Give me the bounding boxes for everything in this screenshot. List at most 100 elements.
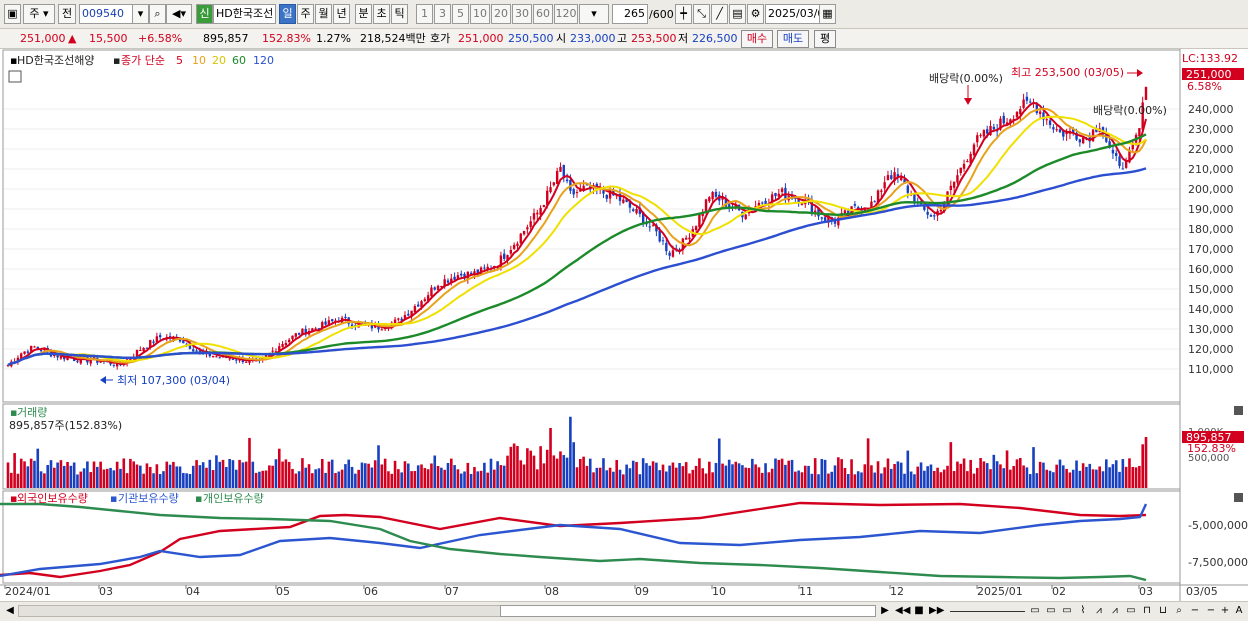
volume-bar: [1071, 469, 1075, 488]
interval-20-button[interactable]: 20: [491, 4, 511, 24]
interval-3-button[interactable]: 3: [434, 4, 451, 24]
volume-bar: [582, 456, 585, 488]
x-axis-label: 09: [635, 585, 649, 598]
drawing-icon-4[interactable]: ▭: [1126, 605, 1136, 616]
low-price: 226,500: [692, 32, 738, 45]
scroll-right-icon[interactable]: ▶: [881, 605, 889, 616]
crosshair-icon[interactable]: ⤡: [693, 4, 710, 24]
volume-close-icon[interactable]: [1234, 406, 1243, 415]
candle-body: [1019, 109, 1022, 115]
volume-bar: [760, 472, 764, 488]
volume-last-tag: [1182, 431, 1244, 443]
sell-button[interactable]: 매도: [777, 30, 809, 48]
interval-1-button[interactable]: 1: [416, 4, 433, 24]
stock-code-input[interactable]: 009540: [79, 4, 137, 24]
drawing-icon-2[interactable]: ⩘: [1096, 605, 1102, 616]
magnifier-icon[interactable]: ⌕: [1176, 605, 1182, 616]
average-button[interactable]: 평: [814, 30, 836, 48]
period-week-button[interactable]: 주: [297, 4, 314, 24]
drawing-icon-1[interactable]: ⌇: [1080, 605, 1086, 616]
fast-forward-icon[interactable]: ▶▶: [929, 605, 945, 616]
interval-60-button[interactable]: 60: [533, 4, 553, 24]
candle-body: [503, 253, 506, 259]
panel-menu-icon[interactable]: [8, 70, 22, 83]
window-menu-icon[interactable]: ▣: [4, 4, 21, 24]
period-tick-button[interactable]: 틱: [391, 4, 408, 24]
scroll-thumb[interactable]: [500, 605, 876, 617]
minus-icon[interactable]: −: [1206, 605, 1216, 616]
mode-select[interactable]: 주 ▾: [23, 4, 55, 24]
date-input[interactable]: 2025/03/05: [765, 4, 835, 24]
layout-icon-2[interactable]: ▭: [1046, 605, 1056, 616]
drawing-icon-5[interactable]: ⊓: [1143, 605, 1151, 616]
draw-tool-icon[interactable]: ╱: [711, 4, 728, 24]
drawing-icon-3[interactable]: ⩘: [1112, 605, 1118, 616]
candle-body: [446, 280, 450, 283]
candle-body: [182, 340, 185, 344]
candle-body: [192, 349, 195, 352]
rewind-icon[interactable]: ◀◀: [895, 605, 911, 616]
volume-bar: [201, 462, 205, 488]
period-minute-button[interactable]: 분: [355, 4, 372, 24]
volume-bar: [46, 465, 49, 488]
code-dropdown-icon[interactable]: ▾: [132, 4, 149, 24]
candle-body: [913, 194, 916, 204]
period-second-button[interactable]: 초: [373, 4, 390, 24]
sound-icon[interactable]: ◀▾: [166, 4, 192, 24]
volume-bar: [340, 469, 344, 488]
candle-body: [671, 250, 675, 257]
gear-icon[interactable]: ⚙: [747, 4, 764, 24]
layout-icon-1[interactable]: ▭: [1030, 605, 1040, 616]
candle-type-icon[interactable]: ┿: [675, 4, 692, 24]
holding-close-icon[interactable]: [1234, 493, 1243, 502]
holding-legend-institution[interactable]: 기관보유수량: [118, 492, 179, 505]
volume-bar: [1105, 459, 1108, 488]
volume-bar: [102, 469, 106, 488]
save-icon[interactable]: ▤: [729, 4, 746, 24]
search-icon[interactable]: ⌕: [149, 4, 166, 24]
volume-bar: [383, 458, 387, 488]
volume-bar: [476, 471, 480, 488]
interval-dropdown[interactable]: ▾: [579, 4, 609, 24]
legend-stock-name[interactable]: HD한국조선해양: [17, 53, 94, 67]
zoom-out-icon[interactable]: −: [1190, 605, 1200, 616]
volume-bar: [430, 463, 433, 488]
legend-ma-type[interactable]: 종가 단순: [121, 54, 165, 67]
volume-bar: [440, 467, 443, 488]
holding-panel[interactable]: [2, 490, 1181, 584]
candle-body: [605, 195, 608, 199]
layout-icon-3[interactable]: ▭: [1062, 605, 1072, 616]
prev-button[interactable]: 전: [58, 4, 76, 24]
period-month-button[interactable]: 월: [315, 4, 332, 24]
drawing-icon-6[interactable]: ⊔: [1159, 605, 1167, 616]
volume-title[interactable]: 거래량: [17, 406, 47, 419]
candle-body: [330, 319, 334, 322]
volume-bar: [29, 458, 33, 488]
interval-30-button[interactable]: 30: [512, 4, 532, 24]
zoom-slider-track[interactable]: [950, 611, 1025, 612]
stop-icon[interactable]: ■: [914, 605, 924, 616]
volume-bar: [562, 455, 566, 488]
interval-5-button[interactable]: 5: [452, 4, 469, 24]
volume-bar: [754, 464, 757, 488]
candle-body: [797, 197, 800, 204]
volume-bar: [674, 467, 678, 488]
volume-bar: [1002, 468, 1006, 488]
volume-bar: [962, 458, 966, 488]
candle-body: [522, 230, 526, 235]
scroll-left-icon[interactable]: ◀: [6, 605, 14, 616]
interval-120-button[interactable]: 120: [554, 4, 578, 24]
count-input[interactable]: 265: [612, 4, 648, 24]
period-day-button[interactable]: 일: [279, 4, 296, 24]
volume-bar: [638, 474, 642, 488]
period-year-button[interactable]: 년: [333, 4, 350, 24]
font-size-icon[interactable]: A: [1235, 605, 1243, 616]
interval-10-button[interactable]: 10: [470, 4, 490, 24]
plus-icon[interactable]: +: [1220, 605, 1230, 616]
chart-area[interactable]: 240,000 230,000 220,000 210,000 200,000 190,0…: [0, 49, 1248, 601]
buy-button[interactable]: 매수: [741, 30, 773, 48]
candle-body: [549, 187, 552, 193]
holding-legend-foreign[interactable]: 외국인보유수량: [17, 492, 88, 505]
holding-legend-individual[interactable]: 개인보유수량: [203, 492, 264, 505]
calendar-icon[interactable]: ▦: [819, 4, 836, 24]
